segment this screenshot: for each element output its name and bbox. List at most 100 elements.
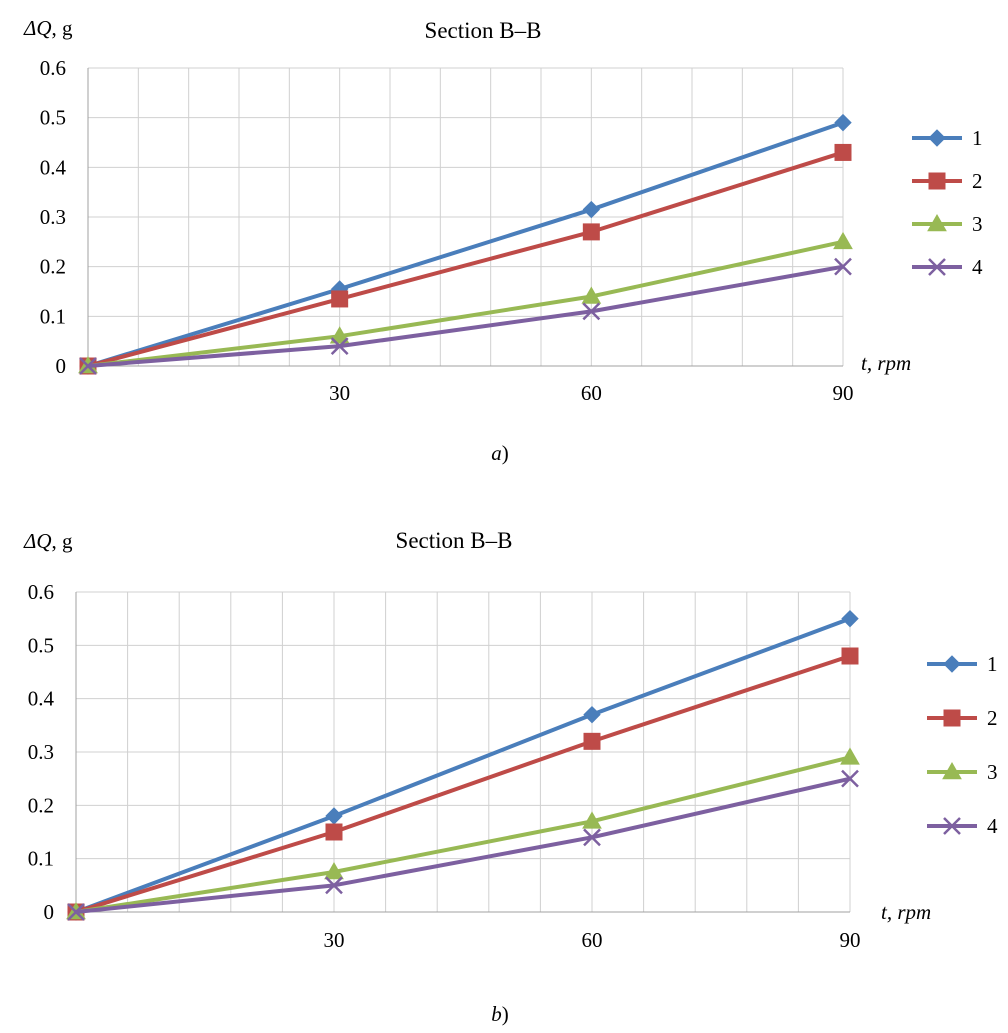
data-point	[841, 609, 859, 628]
chart-panel-b: 0 0.1 0.2 0.3 0.4 0.5 0.6 30 60 90 ΔQ, g Section B–…	[23, 528, 998, 1026]
series-line	[75, 654, 851, 914]
legend-label: 2	[987, 706, 998, 730]
legend-entry: 3	[927, 760, 998, 784]
x-tick-label: 30	[329, 381, 350, 405]
legend-label: 2	[972, 169, 983, 193]
y-tick-label: 0.1	[40, 304, 66, 328]
series-line	[87, 150, 844, 368]
legend-marker	[927, 213, 947, 232]
data-point	[67, 903, 85, 921]
series-line	[75, 776, 851, 914]
legend-entry: 2	[927, 706, 998, 730]
series-line	[87, 120, 844, 368]
chart-title: Section B–B	[396, 528, 513, 553]
x-axis-label: t, rpm	[881, 900, 931, 924]
y-tick-label: 0.3	[40, 205, 66, 229]
data-point	[325, 876, 343, 895]
panel-caption: a)	[491, 441, 509, 465]
y-axis-unit: , g	[52, 16, 74, 40]
y-axis-label: ΔQ, g	[23, 529, 73, 553]
x-tick-label: 90	[840, 928, 861, 952]
data-point	[841, 647, 859, 665]
legend-label: 3	[987, 760, 998, 784]
data-point	[329, 326, 350, 344]
data-point	[833, 231, 853, 250]
data-point	[840, 747, 860, 765]
x-tick-label: 90	[833, 381, 854, 405]
data-point	[79, 357, 97, 375]
data-point	[582, 302, 601, 321]
data-point	[834, 143, 852, 161]
data-point	[583, 705, 601, 724]
x-axis-var: t	[861, 351, 868, 375]
panel-caption-letter: a	[491, 441, 502, 465]
y-tick-label: 0.6	[28, 580, 54, 604]
y-tick-label: 0	[44, 900, 55, 924]
legend-marker	[943, 817, 961, 835]
data-point	[325, 823, 343, 841]
x-axis-var: t	[881, 900, 888, 924]
y-axis-symbol: ΔQ	[23, 529, 52, 553]
legend-entry: 4	[927, 814, 998, 838]
data-point	[841, 769, 859, 788]
panel-caption-letter: b	[491, 1002, 502, 1026]
data-point	[331, 290, 349, 308]
y-tick-label: 0.3	[28, 740, 54, 764]
legend-label: 4	[972, 255, 983, 279]
x-axis-unit: , rpm	[887, 900, 931, 924]
legend-marker	[928, 129, 946, 147]
y-axis-symbol: ΔQ	[23, 16, 52, 40]
data-point	[834, 113, 852, 132]
legend-marker	[942, 761, 962, 780]
legend-entry: 1	[927, 652, 998, 676]
legend-entry: 3	[912, 212, 983, 236]
series-1	[79, 113, 852, 375]
gridlines	[75, 591, 851, 913]
panel-caption-paren: )	[502, 1002, 509, 1026]
y-tick-label: 0.4	[40, 155, 67, 179]
x-axis-unit: , rpm	[867, 351, 911, 375]
series-4	[67, 769, 859, 921]
panel-caption: b)	[491, 1002, 509, 1026]
legend-entry: 4	[912, 255, 983, 279]
legend-marker	[943, 709, 961, 727]
series-1	[67, 609, 859, 921]
y-tick-label: 0.2	[28, 793, 54, 817]
series-4	[79, 257, 852, 375]
data-point	[325, 807, 343, 825]
series-3	[78, 231, 853, 374]
legend-entry: 2	[912, 169, 983, 193]
legend-marker	[928, 172, 946, 190]
series-line	[87, 264, 844, 368]
legend-label: 1	[972, 126, 983, 150]
data-point	[330, 337, 349, 356]
series-2	[79, 143, 852, 375]
y-tick-label: 0.5	[28, 633, 54, 657]
panel-caption-paren: )	[502, 441, 509, 465]
legend-label: 1	[987, 652, 998, 676]
data-point	[582, 223, 600, 241]
chart-title: Section B–B	[425, 18, 542, 43]
y-tick-label: 0	[56, 354, 67, 378]
legend-marker	[928, 258, 946, 276]
y-axis-label: ΔQ, g	[23, 16, 73, 40]
legend-entry: 1	[912, 126, 983, 150]
series-line	[87, 239, 844, 368]
series-line	[75, 616, 851, 914]
legend-label: 4	[987, 814, 998, 838]
y-axis-unit: , g	[52, 529, 74, 553]
legend-label: 3	[972, 212, 983, 236]
y-tick-label: 0.2	[40, 255, 66, 279]
series-3	[66, 747, 860, 920]
data-point	[583, 828, 601, 847]
gridlines	[87, 67, 844, 367]
y-tick-label: 0.1	[28, 847, 54, 871]
y-tick-label: 0.6	[40, 56, 66, 80]
data-point	[582, 200, 601, 219]
x-tick-label: 60	[581, 381, 602, 405]
data-point	[583, 732, 601, 750]
data-point	[324, 861, 344, 880]
x-tick-label: 30	[324, 928, 345, 952]
y-tick-label: 0.5	[40, 106, 66, 130]
